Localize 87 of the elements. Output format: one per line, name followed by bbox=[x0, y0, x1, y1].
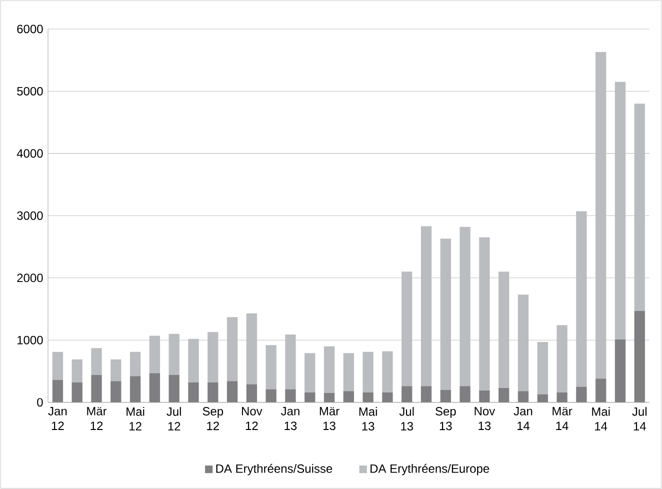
x-tick-label: Nov 12 bbox=[242, 407, 262, 430]
bar bbox=[382, 392, 393, 402]
bar bbox=[208, 382, 218, 402]
legend-label: DA Erythréens/Europe bbox=[370, 464, 490, 476]
bar bbox=[479, 390, 490, 402]
x-tick-label: Mai 13 bbox=[359, 407, 377, 431]
bar bbox=[130, 352, 141, 376]
bar bbox=[460, 226, 470, 386]
bar bbox=[52, 352, 64, 380]
bar bbox=[149, 373, 160, 402]
bar bbox=[556, 325, 568, 392]
bar bbox=[362, 392, 374, 402]
y-tick-label: 3000 bbox=[17, 211, 43, 220]
bar bbox=[420, 226, 432, 386]
bar bbox=[440, 238, 451, 390]
bar bbox=[208, 332, 218, 382]
bar bbox=[226, 381, 238, 402]
bar bbox=[556, 392, 568, 402]
legend-label: DA Erythréens/Suisse bbox=[216, 464, 332, 476]
bar bbox=[537, 342, 548, 394]
bar bbox=[498, 272, 510, 388]
y-tick-label: 0 bbox=[37, 398, 43, 407]
bar bbox=[149, 336, 160, 374]
x-tick-label: Mai 12 bbox=[126, 407, 144, 430]
bar bbox=[596, 52, 606, 379]
bar bbox=[52, 380, 64, 402]
bar bbox=[246, 313, 258, 384]
bar bbox=[266, 389, 276, 402]
bar bbox=[266, 345, 276, 390]
bar bbox=[246, 384, 258, 402]
bar bbox=[498, 388, 510, 402]
bar bbox=[402, 386, 412, 402]
bar bbox=[324, 346, 335, 393]
x-tick-label: Mär 14 bbox=[552, 407, 572, 430]
bar bbox=[343, 391, 354, 402]
x-tick-label: Jul 12 bbox=[166, 407, 181, 430]
bar bbox=[518, 294, 529, 392]
bar bbox=[362, 352, 374, 392]
x-tick-label: Mai 14 bbox=[592, 407, 610, 430]
bar bbox=[614, 82, 626, 340]
bar bbox=[518, 391, 529, 402]
x-tick-label: Jan 12 bbox=[48, 407, 67, 430]
bar bbox=[343, 353, 354, 392]
x-tick-label: Jul 13 bbox=[399, 407, 414, 431]
bar bbox=[440, 390, 451, 402]
x-tick-label: Jul 14 bbox=[632, 407, 646, 430]
bar bbox=[226, 317, 238, 382]
bar bbox=[110, 359, 122, 382]
y-tick-label: 4000 bbox=[16, 149, 43, 158]
bar bbox=[402, 272, 412, 386]
bar bbox=[634, 310, 645, 402]
x-tick-label: Jan 14 bbox=[514, 407, 532, 430]
x-tick-label: Sep 12 bbox=[202, 407, 224, 430]
bar bbox=[91, 374, 102, 402]
x-tick-label: Mär 13 bbox=[320, 407, 340, 430]
bar bbox=[420, 386, 432, 402]
y-tick-label: 6000 bbox=[17, 24, 43, 34]
bar bbox=[614, 339, 626, 402]
bar bbox=[304, 353, 316, 392]
bar bbox=[188, 382, 199, 402]
bar bbox=[634, 104, 645, 311]
x-tick-label: Mär 12 bbox=[87, 407, 107, 430]
x-tick-label: Sep 13 bbox=[436, 407, 456, 430]
bar bbox=[460, 386, 470, 402]
bar bbox=[91, 348, 102, 375]
bar bbox=[168, 374, 180, 402]
bar bbox=[110, 381, 122, 402]
bar bbox=[576, 386, 587, 402]
bar bbox=[168, 334, 180, 375]
bar bbox=[72, 382, 82, 402]
x-tick-label: Jan 13 bbox=[280, 407, 300, 430]
bar bbox=[479, 237, 490, 390]
bar bbox=[324, 392, 335, 402]
bar bbox=[130, 376, 141, 402]
bar bbox=[72, 359, 82, 382]
bar bbox=[285, 334, 296, 390]
x-tick-label: Nov 13 bbox=[474, 407, 496, 430]
bar bbox=[537, 394, 548, 402]
bar bbox=[285, 389, 296, 402]
y-tick-label: 1000 bbox=[18, 336, 43, 344]
bar bbox=[382, 351, 393, 392]
y-tick-label: 2000 bbox=[17, 274, 43, 282]
bar bbox=[596, 378, 606, 402]
bar bbox=[188, 338, 199, 382]
bar bbox=[576, 211, 587, 387]
y-tick-label: 5000 bbox=[17, 86, 43, 96]
bar bbox=[304, 392, 316, 402]
